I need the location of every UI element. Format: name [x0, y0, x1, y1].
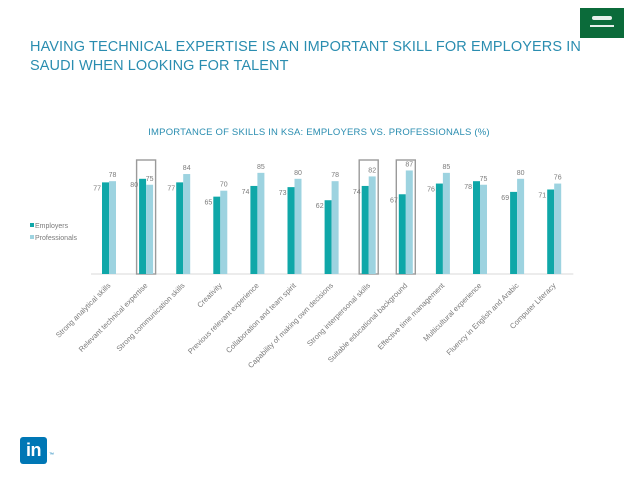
data-label-employers: 69: [501, 195, 509, 202]
data-label-employers: 73: [279, 190, 287, 197]
data-label-professionals: 85: [443, 164, 451, 171]
data-label-professionals: 84: [183, 165, 191, 172]
tick-label-suitable-educational-background: Suitable educational background: [326, 281, 409, 364]
bar-employers-strong-interpersonal-skills: [361, 185, 369, 274]
bar-employers-strong-communication-skills: [176, 182, 184, 274]
bar-employers-capability-of-making-own-decisions: [324, 200, 332, 274]
bar-professionals-capability-of-making-own-decisions: [331, 181, 339, 274]
data-label-professionals: 80: [517, 170, 525, 177]
bar-employers-strong-analytical-skills: [102, 182, 109, 274]
bar-employers-previous-relevant-experience: [250, 185, 258, 274]
tick-label-collaboration-and-team-spirit: Collaboration and team spirit: [224, 280, 299, 355]
tick-label-effective-time-management: Effective time management: [376, 280, 447, 351]
tick-label-previous-relevant-experience: Previous relevant experience: [186, 281, 261, 356]
tick-label-relevant-technical-expertise: Relevant technical expertise: [77, 281, 150, 354]
legend-professionals-swatch: [30, 235, 34, 239]
data-label-professionals: 70: [220, 182, 228, 189]
data-label-employers: 78: [464, 184, 472, 191]
bar-professionals-relevant-technical-expertise: [146, 184, 154, 274]
data-label-professionals: 78: [109, 172, 117, 179]
bar-professionals-collaboration-and-team-spirit: [294, 178, 302, 274]
data-label-professionals: 85: [257, 164, 265, 171]
page-title: HAVING TECHNICAL EXPERTISE IS AN IMPORTA…: [30, 39, 581, 74]
data-label-employers: 76: [427, 187, 435, 194]
data-label-employers: 65: [205, 200, 213, 207]
tick-label-strong-interpersonal-skills: Strong interpersonal skills: [305, 281, 372, 348]
data-label-professionals: 87: [405, 161, 413, 168]
bar-professionals-computer-literacy: [554, 183, 562, 274]
tick-label-creativity: Creativity: [195, 281, 224, 310]
chart-title: IMPORTANCE OF SKILLS IN KSA: EMPLOYERS V…: [148, 127, 490, 138]
legend-professionals-label: Professionals: [35, 235, 78, 242]
bar-professionals-fluency-in-english-and-arabic: [517, 178, 525, 274]
data-label-employers: 74: [353, 189, 361, 196]
bar-professionals-creativity: [220, 190, 228, 274]
data-label-professionals: 80: [294, 170, 302, 177]
bar-employers-creativity: [213, 196, 221, 274]
bar-employers-suitable-educational-background: [398, 194, 406, 274]
data-label-professionals: 75: [480, 176, 488, 183]
linkedin-logo-icon: in: [20, 437, 47, 464]
bar-professionals-multicultural-experience: [480, 184, 487, 274]
data-label-professionals: 82: [368, 167, 376, 174]
bar-employers-effective-time-management: [435, 183, 443, 274]
bar-professionals-strong-interpersonal-skills: [368, 176, 376, 274]
data-label-employers: 74: [242, 189, 250, 196]
data-label-employers: 71: [538, 193, 546, 200]
bar-professionals-suitable-educational-background: [405, 170, 413, 274]
trademark-symbol: ™: [49, 452, 54, 458]
data-label-employers: 62: [316, 203, 324, 210]
tick-label-fluency-in-english-and-arabic: Fluency in English and Arabic: [445, 281, 521, 357]
bar-employers-computer-literacy: [547, 189, 555, 274]
bar-professionals-previous-relevant-experience: [257, 172, 265, 274]
bar-professionals-effective-time-management: [442, 172, 450, 274]
bar-professionals-strong-communication-skills: [183, 174, 191, 274]
bar-employers-collaboration-and-team-spirit: [287, 187, 295, 274]
legend-employers-label: Employers: [35, 223, 69, 230]
bar-employers-fluency-in-english-and-arabic: [510, 191, 518, 274]
bar-professionals-strong-analytical-skills: [109, 181, 116, 274]
data-label-professionals: 78: [331, 172, 339, 179]
bar-employers-relevant-technical-expertise: [139, 178, 147, 274]
data-label-employers: 77: [93, 185, 101, 192]
data-label-professionals: 76: [554, 175, 562, 182]
tick-label-strong-communication-skills: Strong communication skills: [115, 281, 187, 353]
bar-employers-multicultural-experience: [473, 181, 480, 274]
data-label-employers: 67: [390, 197, 398, 204]
data-label-professionals: 75: [146, 176, 154, 183]
data-label-employers: 77: [167, 185, 175, 192]
data-label-employers: 80: [130, 182, 138, 189]
legend-employers-swatch: [30, 223, 34, 227]
saudi-flag-icon: [580, 8, 624, 38]
